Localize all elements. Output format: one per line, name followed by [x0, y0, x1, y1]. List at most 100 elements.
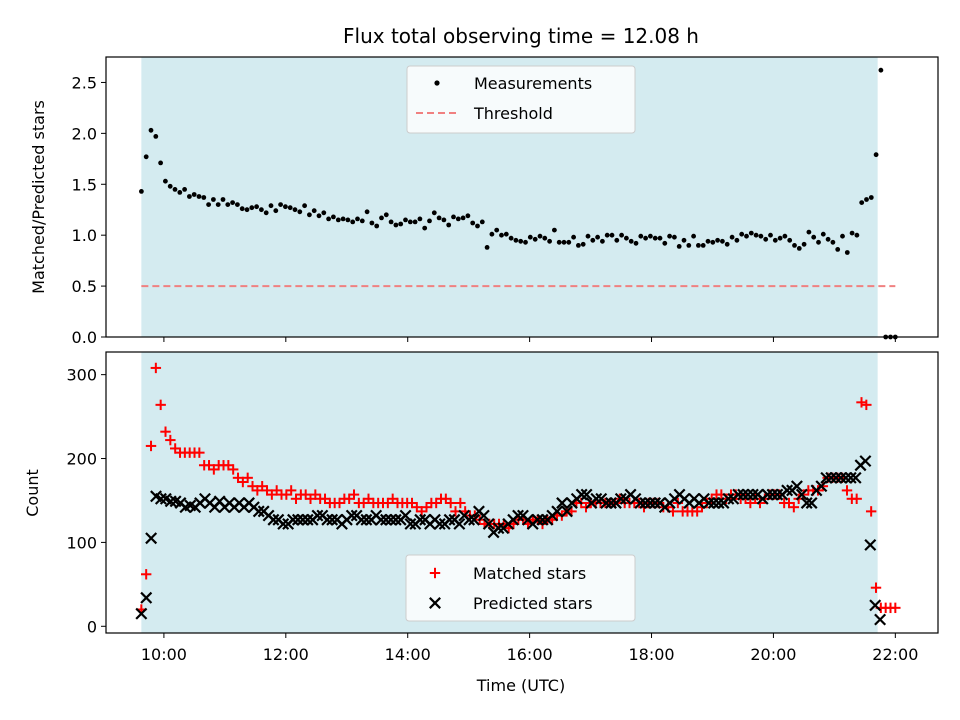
measurement-point: [873, 152, 879, 158]
measurement-point: [215, 202, 221, 208]
measurement-point: [359, 218, 365, 224]
predicted-star-point: [825, 471, 838, 484]
measurement-point: [667, 233, 672, 239]
predicted-star-point: [805, 497, 818, 509]
top-y-tick-label: 1.0: [72, 226, 97, 245]
measurement-point: [681, 237, 687, 243]
measurement-point: [364, 209, 370, 215]
measurement-point: [148, 127, 154, 133]
measurement-point: [696, 243, 701, 248]
predicted-star-point: [414, 513, 427, 526]
measurement-point: [729, 234, 735, 240]
matched-star-point: [227, 464, 239, 475]
legend-threshold-label: Threshold: [473, 104, 553, 123]
predicted-star-point: [355, 513, 368, 526]
measurement-point: [513, 237, 519, 243]
predicted-star-point: [839, 471, 852, 484]
predicted-star-point: [874, 613, 887, 626]
matched-star-point: [348, 489, 360, 500]
predicted-star-point: [800, 497, 813, 509]
predicted-star-point: [634, 497, 647, 509]
predicted-star-point: [580, 488, 593, 501]
measurement-point: [724, 241, 730, 247]
measurement-point: [624, 235, 629, 241]
measurement-point: [369, 220, 375, 226]
measurement-point: [825, 236, 831, 242]
measurement-point: [427, 218, 432, 224]
measurement-point: [484, 245, 490, 250]
top-y-tick-label: 2.0: [72, 124, 97, 143]
measurement-point: [383, 212, 389, 218]
measurement-point: [739, 231, 745, 237]
measurement-point: [211, 197, 216, 202]
top-y-tick-label: 1.5: [72, 175, 97, 194]
measurement-point: [772, 237, 778, 243]
predicted-star-point: [389, 513, 402, 526]
predicted-star-point: [820, 471, 833, 484]
predicted-star-point: [326, 513, 339, 526]
measurement-point: [691, 233, 696, 239]
measurement-point: [283, 204, 288, 210]
predicted-star-point: [815, 480, 828, 493]
x-axis-label: Time (UTC): [476, 676, 565, 695]
top-x-ticks: [163, 337, 896, 342]
predicted-star-point: [781, 484, 794, 497]
matched-star-point: [140, 569, 152, 580]
predicted-star-point: [590, 492, 603, 505]
measurement-point: [379, 215, 384, 221]
measurement-point: [158, 160, 164, 166]
measurement-point: [287, 205, 293, 211]
measurement-point: [311, 208, 317, 214]
predicted-star-point: [301, 513, 314, 526]
bottom-y-axis: 0 100 200 300: [66, 366, 106, 636]
matched-star-point: [890, 602, 901, 614]
measurement-point: [350, 219, 356, 225]
predicted-star-point: [844, 471, 857, 484]
legend-matched-marker: [429, 567, 441, 579]
predicted-star-point: [864, 538, 877, 551]
matched-star-point: [194, 447, 205, 458]
measurement-point: [451, 214, 456, 220]
predicted-star-point: [639, 497, 652, 509]
measurement-point: [225, 202, 231, 208]
measurement-point: [431, 210, 437, 216]
predicted-star-point: [164, 495, 177, 508]
measurement-point: [412, 219, 418, 225]
legend-matched-label: Matched stars: [473, 564, 586, 583]
predicted-star-point: [287, 513, 299, 526]
flux-ratio-panel: Flux total observing time = 12.08 h 0.00…: [29, 24, 939, 347]
predicted-star-point: [614, 492, 627, 505]
legend-cross: [429, 597, 441, 609]
predicted-star-point: [384, 513, 397, 526]
bottom-x-tick-label: 22:00: [872, 645, 918, 664]
measurement-point: [792, 243, 797, 248]
predicted-star-point: [732, 488, 745, 501]
measurement-point: [657, 235, 663, 241]
predicted-stars-points: [135, 455, 887, 626]
measurement-point: [307, 212, 312, 218]
measurement-point: [864, 197, 869, 202]
measurement-point: [556, 239, 562, 245]
measurement-point: [552, 227, 557, 233]
measurement-point: [273, 208, 279, 214]
measurement-point: [335, 217, 341, 223]
measurement-point: [182, 187, 188, 192]
measurement-point: [820, 231, 826, 237]
measurement-point: [374, 223, 380, 229]
measurement-point: [648, 233, 653, 239]
measurement-point: [787, 237, 793, 243]
measurement-point: [782, 233, 788, 239]
top-legend-box: [406, 65, 636, 134]
measurement-point: [585, 233, 591, 239]
predicted-star-point: [712, 497, 725, 509]
matched-star-point: [150, 362, 162, 374]
measurement-point: [503, 231, 509, 237]
measurement-point: [331, 214, 336, 220]
top-axes-frame: [105, 56, 939, 338]
predicted-star-point: [321, 513, 334, 526]
matched-star-point: [242, 472, 253, 484]
chart-title: Flux total observing time = 12.08 h: [343, 24, 699, 48]
bottom-legend: Matched stars Predicted stars: [405, 554, 636, 622]
measurement-point: [672, 234, 677, 240]
